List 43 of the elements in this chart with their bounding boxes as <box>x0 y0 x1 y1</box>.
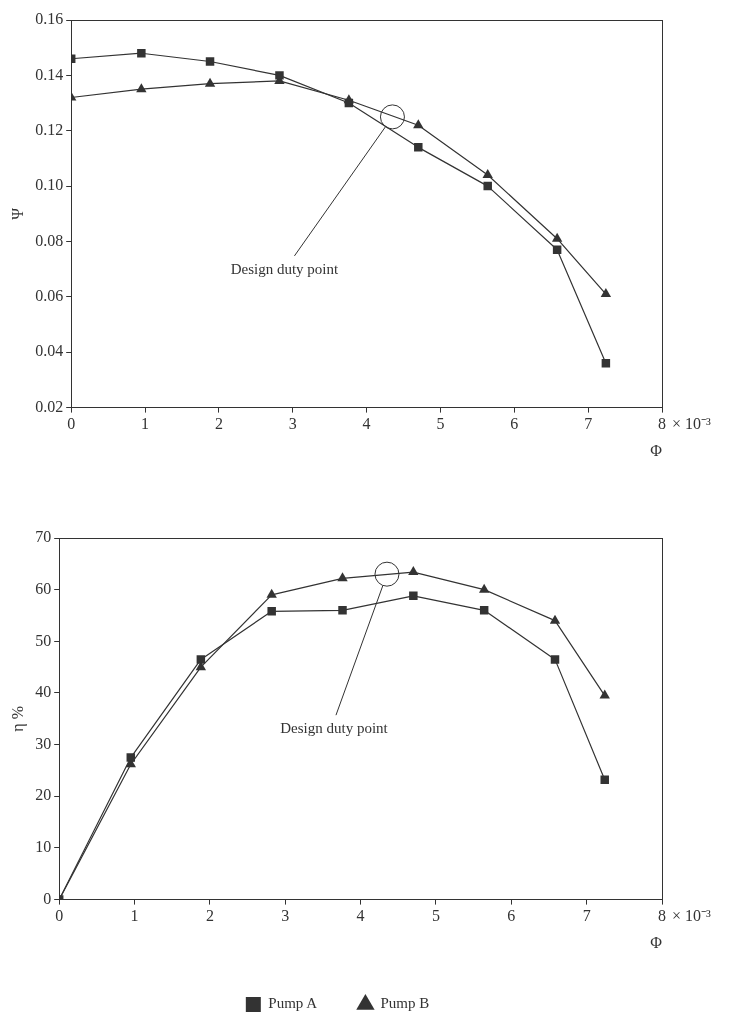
y-axis-title: Ψ <box>8 207 26 220</box>
x-tick-label: 4 <box>356 907 365 925</box>
x-tick-label: 4 <box>362 415 371 433</box>
y-tick-label: 0.16 <box>35 10 64 28</box>
x-tick-label: 5 <box>436 415 445 433</box>
y-tick-label: 0.06 <box>35 287 64 305</box>
x-tick-label: 8 <box>658 907 666 925</box>
x-tick-label: 3 <box>281 907 290 925</box>
annotation: Design duty point <box>230 260 340 277</box>
x-tick-label: 2 <box>214 415 223 433</box>
y-tick-label: 50 <box>35 631 52 649</box>
y-axis-title: η % <box>8 705 27 732</box>
y-tick-label: 0.08 <box>35 231 64 249</box>
x-tick-label: 3 <box>288 415 297 433</box>
y-tick-label: 0.12 <box>35 120 64 138</box>
y-tick-label: 70 <box>35 528 52 546</box>
x-tick-label: 7 <box>582 907 591 925</box>
legend-label: Pump A <box>268 995 318 1012</box>
x-tick-label: 0 <box>67 415 76 433</box>
y-tick-label: 20 <box>35 786 52 804</box>
x-tick-label: 7 <box>584 415 593 433</box>
x-tick-label: 5 <box>431 907 440 925</box>
y-tick-label: 0.04 <box>35 342 64 360</box>
legend-label: Pump B <box>380 995 430 1012</box>
y-tick-label: 0 <box>43 889 52 907</box>
x-tick-label: 8 <box>658 415 666 433</box>
y-tick-label: 40 <box>35 683 52 701</box>
y-tick-label: 60 <box>35 579 52 597</box>
y-tick-label: 0.10 <box>35 176 64 194</box>
x-tick-label: 1 <box>141 415 150 433</box>
x-axis-title: Φ <box>650 933 663 951</box>
x-tick-label: 2 <box>205 907 214 925</box>
x-tick-label: 1 <box>130 907 139 925</box>
x-tick-label: 6 <box>510 415 519 433</box>
y-tick-label: 0.02 <box>35 397 64 415</box>
text: × 10⁻³ <box>672 414 712 432</box>
text: × 10⁻³ <box>672 906 712 924</box>
x-axis-title: Φ <box>650 441 663 459</box>
y-tick-label: 0.14 <box>35 65 64 83</box>
annotation: Design duty point <box>280 720 389 737</box>
x-tick-label: 6 <box>507 907 516 925</box>
y-tick-label: 30 <box>35 734 52 752</box>
y-tick-label: 10 <box>35 838 52 856</box>
